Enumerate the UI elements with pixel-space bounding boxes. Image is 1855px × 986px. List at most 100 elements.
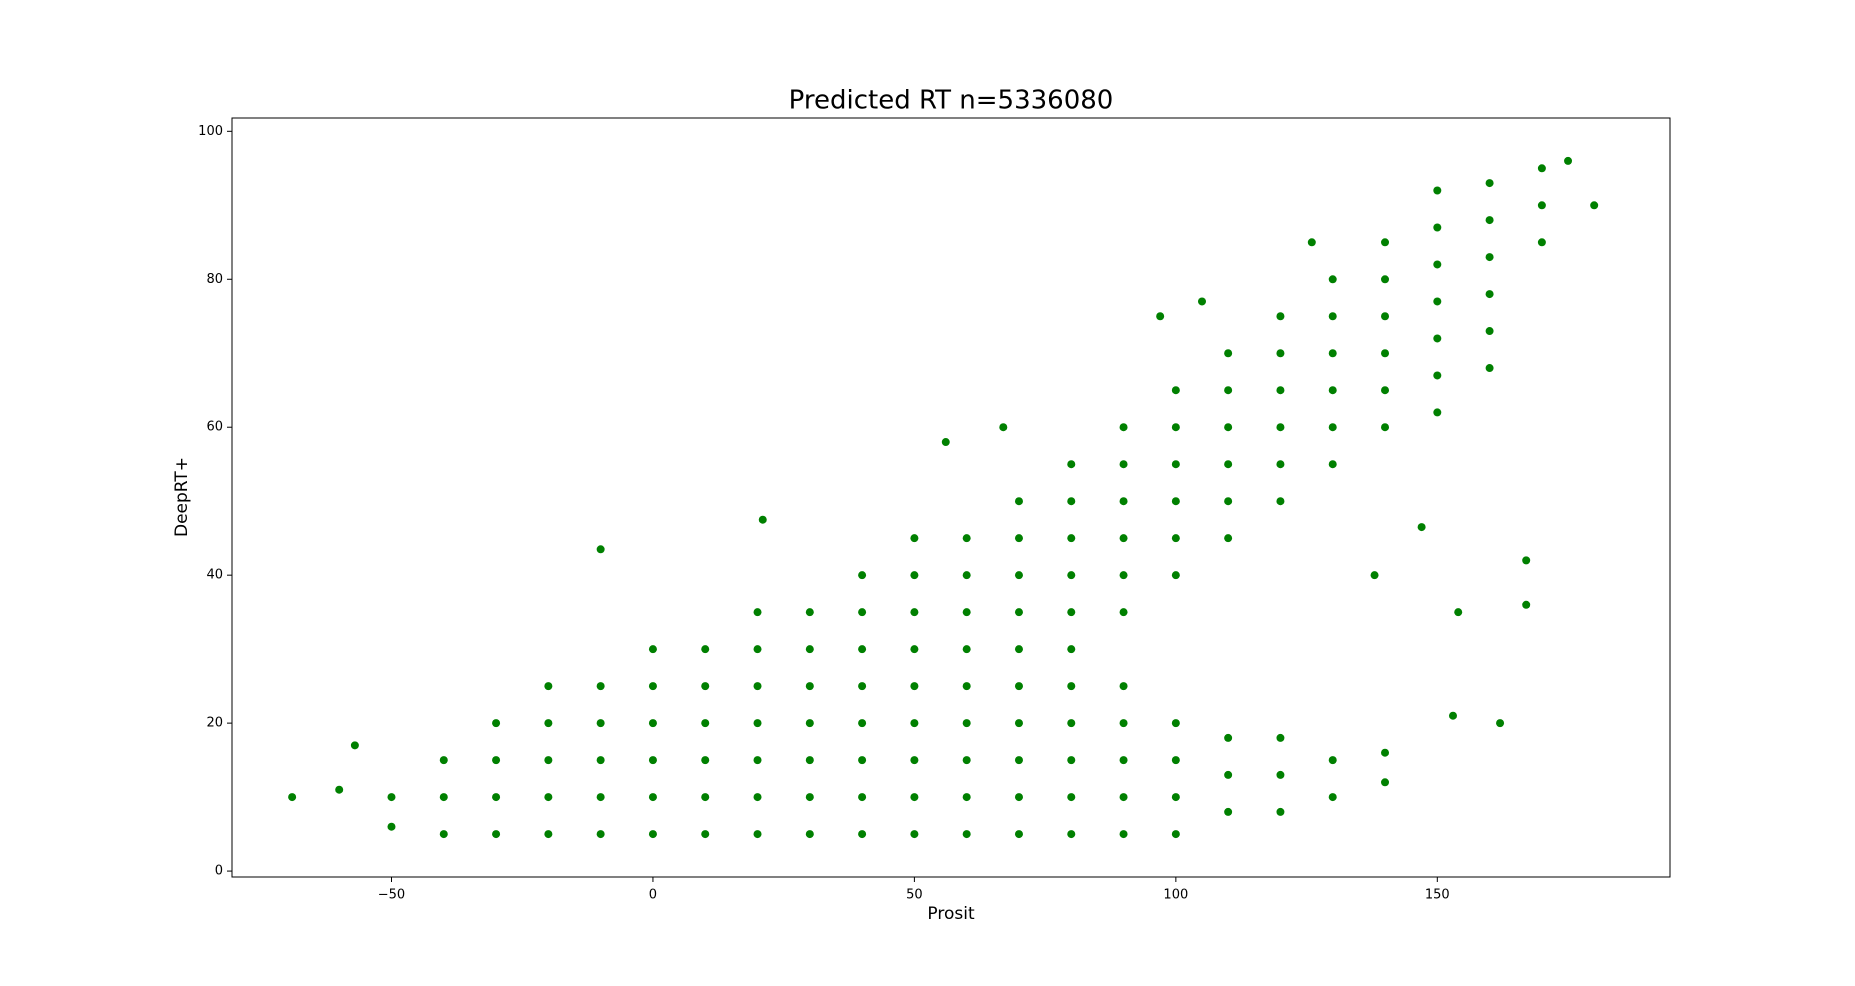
scatter-point [753,719,762,728]
scatter-point [805,719,814,728]
scatter-point [805,682,814,691]
scatter-point [858,645,867,654]
scatter-point [1381,748,1390,757]
scatter-point [1119,460,1128,469]
scatter-point [701,682,710,691]
scatter-point [648,682,657,691]
scatter-point [701,645,710,654]
scatter-point [335,785,344,794]
scatter-point [910,830,919,839]
scatter-point [1433,186,1442,195]
scatter-point [1197,297,1206,306]
scatter-point [1171,497,1180,506]
scatter-point [1171,460,1180,469]
scatter-point [1171,719,1180,728]
scatter-point [1485,216,1494,225]
scatter-point [858,793,867,802]
y-tick-label: 80 [206,272,223,287]
scatter-point [1224,807,1233,816]
scatter-point [1067,460,1076,469]
scatter-point [1522,556,1531,565]
scatter-point [1433,297,1442,306]
chart-title: Predicted RT n=5336080 [789,86,1114,116]
scatter-point [805,793,814,802]
scatter-point [1224,423,1233,432]
scatter-point [962,645,971,654]
scatter-point [962,571,971,580]
scatter-point [962,608,971,617]
scatter-point [753,682,762,691]
scatter-point [805,645,814,654]
scatter-point [1485,290,1494,299]
scatter-point [805,756,814,765]
scatter-point [1067,497,1076,506]
scatter-point [910,534,919,543]
scatter-point [1171,534,1180,543]
scatter-point [1224,733,1233,742]
scatter-point [1224,386,1233,395]
scatter-point [1433,334,1442,343]
scatter-point [1224,497,1233,506]
scatter-point [1014,497,1023,506]
scatter-point [1485,179,1494,188]
scatter-point [1448,711,1457,720]
scatter-point [439,793,448,802]
y-tick-label: 20 [206,716,223,731]
scatter-point [1307,238,1316,247]
scatter-point [999,423,1008,432]
scatter-point [1381,275,1390,284]
scatter-point [1014,793,1023,802]
scatter-point [753,608,762,617]
scatter-point [1485,364,1494,373]
y-tick-label: 100 [198,124,223,139]
scatter-point [1119,719,1128,728]
scatter-point [1433,408,1442,417]
scatter-point [439,830,448,839]
scatter-point [858,756,867,765]
scatter-point [805,608,814,617]
scatter-point [1590,201,1599,210]
scatter-point [1171,423,1180,432]
scatter-point [701,830,710,839]
x-tick-label: −50 [378,888,405,903]
scatter-point [544,756,553,765]
scatter-point [1381,312,1390,321]
x-tick-label: 150 [1425,888,1450,903]
scatter-point [1119,571,1128,580]
scatter-point [1381,423,1390,432]
scatter-point [1522,600,1531,609]
scatter-point [858,682,867,691]
scatter-point [1276,312,1285,321]
scatter-point [596,545,605,554]
scatter-point [648,830,657,839]
scatter-point [1328,793,1337,802]
scatter-point [1119,756,1128,765]
scatter-point [387,822,396,831]
scatter-point [648,719,657,728]
scatter-point [962,793,971,802]
scatter-point [1328,756,1337,765]
scatter-point [753,830,762,839]
x-tick-label: 0 [649,888,657,903]
plot-frame [231,117,1671,878]
scatter-point [858,571,867,580]
scatter-point [1485,327,1494,336]
scatter-point [1564,156,1573,165]
scatter-point [492,756,501,765]
scatter-point [1370,571,1379,580]
scatter-point [910,645,919,654]
scatter-point [1224,770,1233,779]
scatter-point [1014,608,1023,617]
scatter-point [1454,608,1463,617]
scatter-point [858,608,867,617]
scatter-point [1119,793,1128,802]
scatter-point [1067,682,1076,691]
scatter-point [1328,275,1337,284]
scatter-point [1014,571,1023,580]
x-axis-label: Prosit [927,904,975,924]
scatter-point [1119,534,1128,543]
scatter-point [1276,733,1285,742]
scatter-point [962,682,971,691]
